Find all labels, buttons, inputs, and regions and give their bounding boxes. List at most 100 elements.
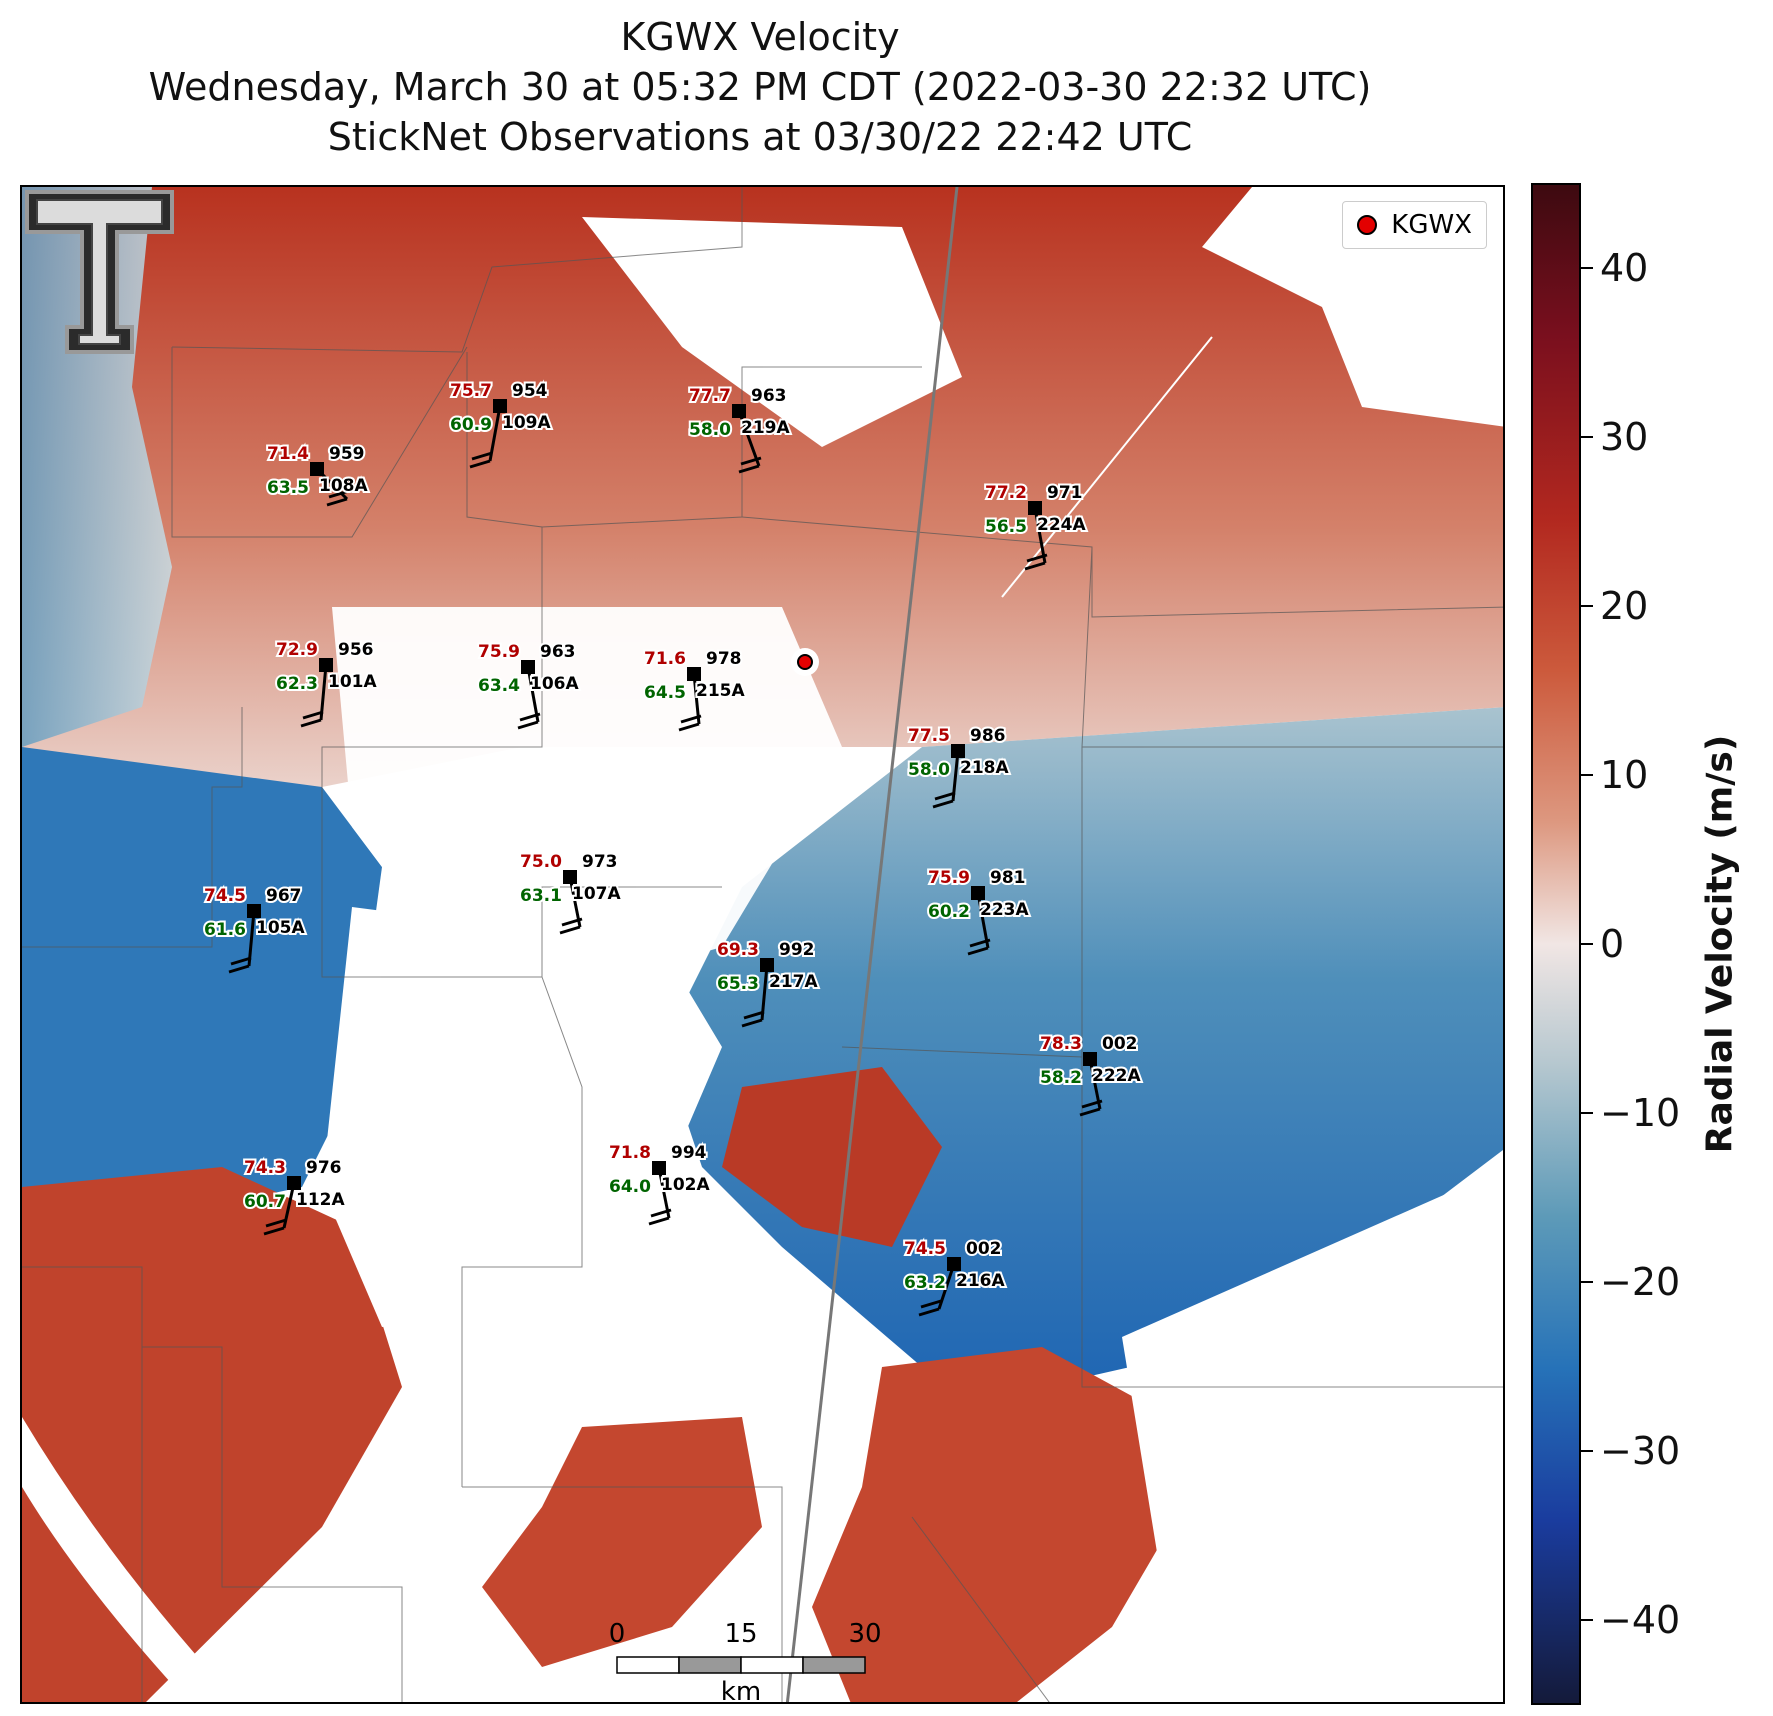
station-plot[interactable]: 77.7 963 58.0 219A <box>687 384 792 474</box>
county-boundaries <box>22 187 1503 1702</box>
station-dewpoint: 60.2 <box>928 902 970 922</box>
texas-tech-logo <box>25 190 174 354</box>
wind-barb-flag <box>469 459 491 469</box>
colorbar-tick <box>1581 773 1593 776</box>
station-plot[interactable]: 75.9 981 60.2 223A <box>926 866 1031 956</box>
station-temperature: 74.3 <box>244 1158 286 1178</box>
station-temperature: 69.3 <box>717 940 759 960</box>
station-id: 112A <box>296 1190 345 1210</box>
colorbar-tick-label: 20 <box>1600 583 1649 628</box>
station-id: 109A <box>502 413 551 433</box>
station-dewpoint: 63.2 <box>904 1273 946 1293</box>
no-echo-region-4 <box>1122 1168 1503 1702</box>
colorbar-tick-label: −10 <box>1600 1091 1681 1136</box>
wind-barb-flag <box>932 799 954 809</box>
station-plot[interactable]: 69.3 992 65.3 217A <box>715 938 820 1028</box>
wind-barb-flag <box>1081 1099 1103 1109</box>
station-pressure: 967 <box>266 886 302 906</box>
station-temperature: 77.7 <box>689 386 731 406</box>
station-plot[interactable]: 71.8 994 64.0 102A <box>607 1141 712 1226</box>
station-id: 215A <box>696 681 745 701</box>
colorbar-tick-label: 0 <box>1600 922 1625 966</box>
station-plot[interactable]: 77.2 971 56.5 224A <box>983 481 1088 571</box>
wind-barb-flag <box>967 946 989 956</box>
radar-site-marker[interactable] <box>797 654 813 670</box>
station-plot[interactable]: 74.3 976 60.7 112A <box>242 1156 347 1236</box>
station-dewpoint: 65.3 <box>717 974 759 994</box>
wind-barb-flag <box>1079 1107 1101 1117</box>
station-pressure: 992 <box>779 940 815 960</box>
wind-barb-shaft <box>976 892 990 949</box>
station-pressure: 002 <box>966 1239 1002 1259</box>
station-temperature: 75.0 <box>520 852 562 872</box>
station-pressure: 973 <box>582 852 618 872</box>
station-id: 101A <box>328 672 377 692</box>
colorbar-tick <box>1581 1112 1593 1115</box>
station-plot[interactable]: 72.9 956 62.3 101A <box>274 638 379 728</box>
station-marker <box>287 1176 301 1190</box>
radar-spoke-artifact <box>1001 336 1213 598</box>
station-id: 102A <box>661 1175 710 1195</box>
station-temperature: 78.3 <box>1040 1034 1082 1054</box>
map-legend: KGWX <box>1342 201 1487 249</box>
station-temperature: 77.5 <box>908 726 950 746</box>
station-dewpoint: 61.6 <box>204 920 246 940</box>
station-pressure: 963 <box>751 386 787 406</box>
station-plot[interactable]: 71.6 978 64.5 215A <box>642 647 747 732</box>
station-temperature: 75.9 <box>928 868 970 888</box>
wind-barb-flag <box>680 714 702 724</box>
wind-barb-flag <box>302 710 324 720</box>
station-plot[interactable]: 75.9 963 63.4 106A <box>476 640 581 730</box>
station-pressure: 994 <box>671 1143 707 1163</box>
wind-barb-flag <box>918 1307 940 1317</box>
colorbar-tick-label: −20 <box>1600 1260 1681 1305</box>
wind-barb-flag <box>263 1226 285 1236</box>
station-plot[interactable]: 75.0 973 63.1 107A <box>518 850 623 935</box>
station-id: 219A <box>741 418 790 438</box>
wind-barb-shaft <box>737 410 761 467</box>
station-plot[interactable]: 75.7 954 60.9 109A <box>448 379 553 469</box>
station-plot[interactable]: 74.5 002 63.2 216A <box>902 1237 1007 1317</box>
station-pressure: 986 <box>970 726 1006 746</box>
outbound-south-cell <box>812 1347 1182 1702</box>
station-temperature: 74.5 <box>904 1239 946 1259</box>
scale-label-0: 0 <box>608 1619 626 1649</box>
station-plot[interactable]: 74.5 967 61.6 105A <box>202 884 307 974</box>
radar-map[interactable]: 71.4 959 63.5 108A 75.7 954 60.9 109A 77.7 963 58.… <box>20 185 1505 1704</box>
wind-barb-flag <box>559 925 581 935</box>
station-plot[interactable]: 71.4 959 63.5 108A <box>265 442 370 507</box>
station-pressure: 981 <box>990 868 1026 888</box>
station-id: 106A <box>530 674 579 694</box>
colorbar-tick-label: −40 <box>1600 1598 1681 1643</box>
wind-barb-flag <box>265 1218 287 1228</box>
station-dewpoint: 58.0 <box>689 420 731 440</box>
station-id: 217A <box>769 972 818 992</box>
station-id: 224A <box>1037 515 1086 535</box>
station-marker <box>1028 501 1042 515</box>
station-id: 107A <box>572 884 621 904</box>
colorbar-tick <box>1581 435 1593 438</box>
wind-barb-flag <box>1026 553 1048 563</box>
colorbar-tick <box>1581 943 1593 945</box>
wind-barb-flag <box>519 712 541 722</box>
station-id: 108A <box>319 476 368 496</box>
wind-barb-flag <box>969 938 991 948</box>
inbound-west-band <box>22 747 382 1247</box>
station-marker <box>760 958 774 972</box>
station-plot[interactable]: 78.3 002 58.2 222A <box>1038 1032 1143 1117</box>
wind-barb-flag <box>920 1299 942 1309</box>
colorbar-tick <box>1581 1450 1593 1453</box>
scale-label-15: 15 <box>724 1619 758 1649</box>
wind-barb-flag <box>738 464 760 474</box>
scale-bar: 0 15 30 km <box>609 1619 882 1707</box>
station-id: 218A <box>960 758 1009 778</box>
map-title: KGWX Velocity <box>620 15 900 59</box>
station-temperature: 71.4 <box>267 444 309 464</box>
sticknet-stations: 71.4 959 63.5 108A 75.7 954 60.9 109A 77.7 963 58.… <box>202 379 1143 1317</box>
highway-line <box>785 187 959 1702</box>
station-temperature: 72.9 <box>276 640 318 660</box>
station-dewpoint: 64.5 <box>644 683 686 703</box>
station-pressure: 002 <box>1102 1034 1138 1054</box>
station-plot[interactable]: 77.5 986 58.0 218A <box>906 724 1011 809</box>
colorbar-tick <box>1581 266 1593 269</box>
